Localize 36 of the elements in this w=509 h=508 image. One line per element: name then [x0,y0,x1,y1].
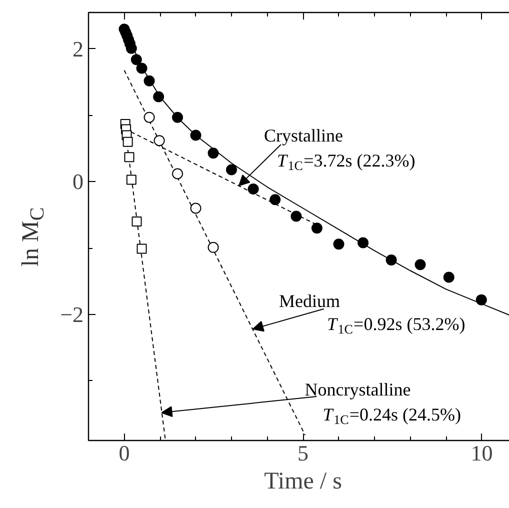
point [126,174,136,185]
point [130,54,142,66]
point [153,91,164,102]
point [290,210,302,222]
point [124,152,134,162]
x-tick-label: 5 [298,440,308,466]
point [414,259,426,270]
point [144,75,155,86]
point [226,164,237,176]
point [476,294,487,306]
point [172,112,184,123]
point [208,148,219,159]
x-tick-label: 10 [470,440,493,466]
point [208,242,219,253]
point [386,254,397,266]
x-tick-label: 0 [118,440,130,466]
point [144,112,155,123]
point [136,244,147,254]
point [122,136,133,147]
x-axis-title: Time / s [264,468,342,494]
point [172,168,184,180]
y-tick-label: −2 [60,302,84,327]
point [443,272,454,283]
point [132,216,142,227]
y-tick-label: 0 [72,169,84,194]
point [190,130,202,141]
point [358,237,369,248]
point [126,42,137,54]
point [136,62,148,74]
point [333,238,344,250]
y-tick-label: 2 [72,36,84,62]
point [190,202,202,214]
point [311,222,322,234]
point [248,184,259,194]
point [270,194,281,206]
point [154,135,165,146]
